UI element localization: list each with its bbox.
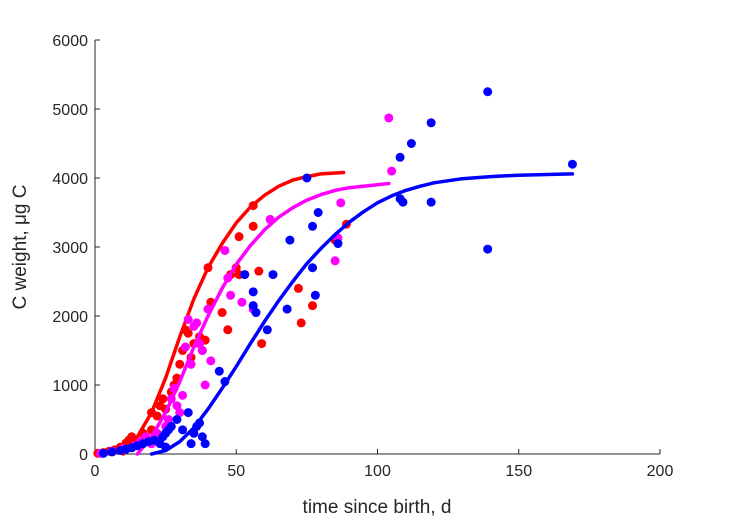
data-point <box>192 318 202 328</box>
data-point <box>336 198 346 208</box>
data-point <box>308 301 318 311</box>
series-2 <box>98 87 577 458</box>
fit-curve <box>121 170 346 456</box>
data-point <box>152 411 162 421</box>
data-point <box>237 297 247 307</box>
x-ticks: 0 50 100 150 200 <box>91 449 674 480</box>
data-point <box>166 421 176 431</box>
data-point <box>254 266 264 276</box>
y-tick-label: 4000 <box>52 171 88 188</box>
data-point <box>220 245 230 255</box>
data-point <box>178 390 188 400</box>
data-point <box>483 244 493 254</box>
x-axis-label: time since birth, d <box>303 497 452 518</box>
data-point <box>217 308 227 318</box>
data-point <box>257 339 267 349</box>
data-point <box>426 197 436 207</box>
data-point <box>330 256 340 266</box>
data-point <box>248 221 258 231</box>
data-point <box>200 380 210 390</box>
data-point <box>197 432 207 442</box>
data-point <box>200 439 210 449</box>
data-point <box>296 318 306 328</box>
data-point <box>214 366 224 376</box>
y-tick-label: 2000 <box>52 309 88 326</box>
y-tick-label: 3000 <box>52 240 88 257</box>
x-tick-label: 50 <box>227 463 245 480</box>
plot-area <box>93 87 577 458</box>
fit-curve <box>135 181 391 456</box>
data-point <box>183 328 193 338</box>
data-point <box>183 408 193 418</box>
data-point <box>308 221 318 231</box>
data-point <box>158 394 168 404</box>
data-point <box>333 239 343 249</box>
data-point <box>285 235 295 245</box>
x-tick-label: 200 <box>647 463 674 480</box>
data-point <box>206 356 216 366</box>
data-point <box>107 447 117 457</box>
data-point <box>172 415 182 424</box>
series-0 <box>93 170 351 458</box>
series-1 <box>96 113 397 458</box>
data-point <box>293 283 303 293</box>
data-point <box>183 314 193 324</box>
data-point <box>226 290 236 300</box>
y-axis-label: C weight, μg C <box>10 185 31 310</box>
data-point <box>248 301 258 311</box>
data-point <box>186 439 196 449</box>
fit-curve <box>149 172 575 456</box>
data-point <box>567 159 577 169</box>
data-point <box>172 401 182 411</box>
data-point <box>302 173 312 183</box>
y-tick-label: 6000 <box>52 33 88 50</box>
y-tick-label: 0 <box>79 447 88 464</box>
data-point <box>175 359 185 369</box>
data-point <box>98 448 108 458</box>
data-point <box>313 208 323 217</box>
data-point <box>262 325 272 335</box>
data-point <box>310 290 320 300</box>
data-point <box>398 197 408 207</box>
data-point <box>175 408 185 418</box>
data-point <box>248 287 258 297</box>
data-point <box>426 118 436 128</box>
data-point <box>395 152 405 162</box>
x-tick-label: 150 <box>505 463 532 480</box>
data-point <box>384 113 394 123</box>
data-point <box>406 139 416 148</box>
data-point <box>180 342 190 352</box>
y-tick-label: 1000 <box>52 378 88 395</box>
data-point <box>234 232 244 242</box>
data-point <box>282 304 292 314</box>
data-point <box>483 87 493 97</box>
y-ticks: 0 1000 2000 3000 4000 5000 6000 <box>52 33 100 464</box>
data-point <box>163 415 173 424</box>
y-tick-label: 5000 <box>52 102 88 119</box>
data-point <box>240 270 250 280</box>
data-point <box>387 166 397 176</box>
data-point <box>308 263 318 273</box>
x-tick-label: 100 <box>364 463 391 480</box>
data-point <box>268 270 278 280</box>
x-tick-label: 0 <box>91 463 100 480</box>
data-point <box>223 325 233 335</box>
data-point <box>178 425 188 435</box>
data-point <box>251 308 261 318</box>
data-point <box>197 346 207 355</box>
